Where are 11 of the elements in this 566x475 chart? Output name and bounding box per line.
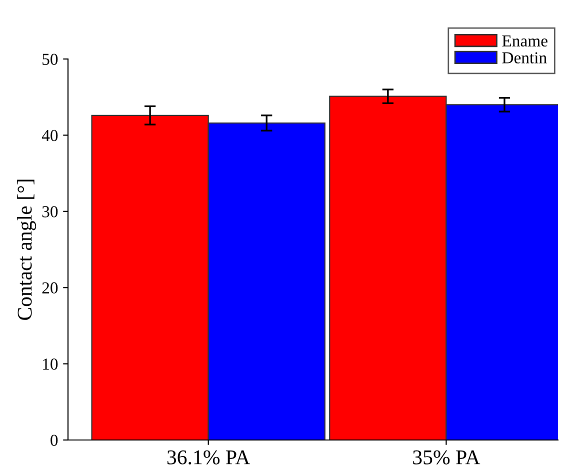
y-tick-label: 0	[50, 434, 58, 446]
y-tick-label: 40	[42, 130, 58, 142]
y-tick-label: 50	[42, 54, 58, 65]
y-tick-label: 10	[43, 358, 58, 370]
y-tick-label: 20	[42, 282, 58, 294]
y-tick-label: 30	[42, 206, 58, 218]
x-tick-label: 36.1% PA	[167, 450, 250, 464]
y-axis-title: Contact angle [°]	[17, 180, 36, 320]
legend-label: Ename	[502, 35, 548, 47]
legend-label: Dentin	[502, 52, 547, 64]
x-tick-label: 35% PA	[413, 450, 480, 464]
